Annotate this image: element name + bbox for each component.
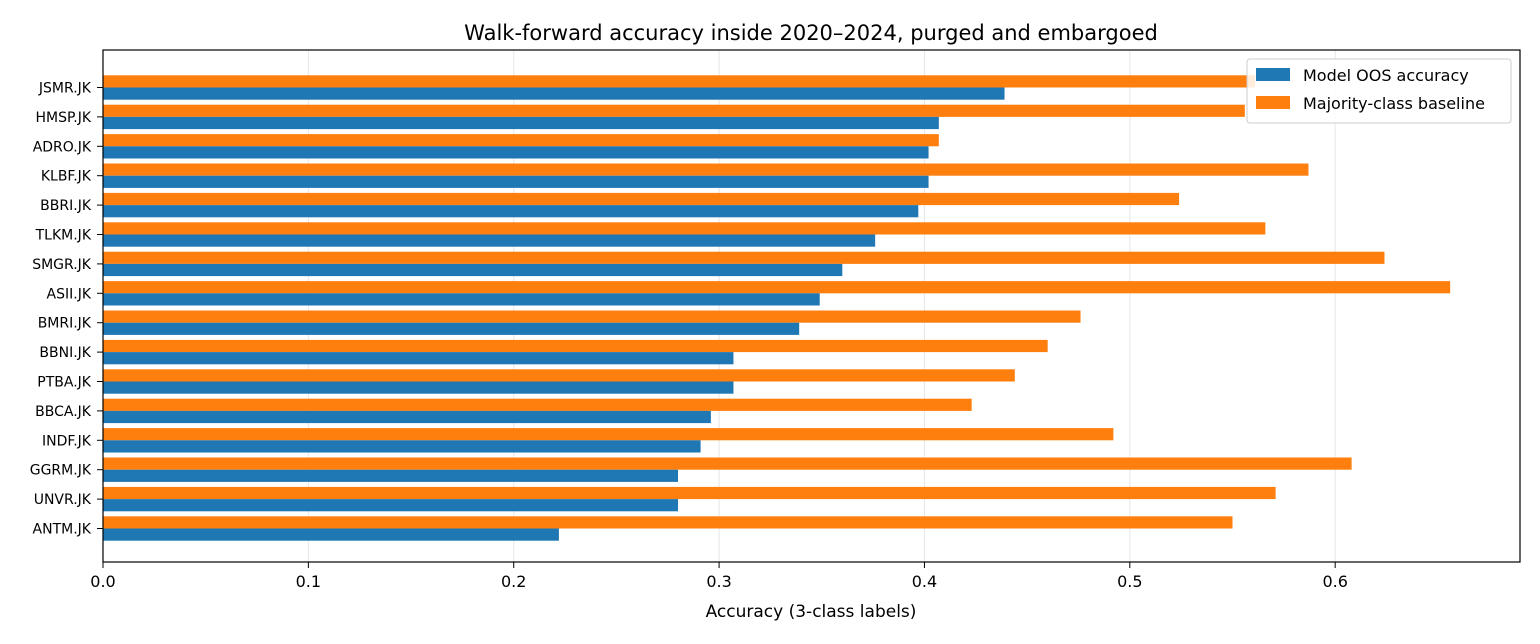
bar-model <box>103 234 876 247</box>
y-tick-label: TLKM.JK <box>35 228 92 244</box>
y-tick-label: PTBA.JK <box>37 375 92 391</box>
bar-baseline <box>103 104 1245 117</box>
y-tick-label: BBCA.JK <box>35 404 92 420</box>
bar-baseline <box>103 222 1266 235</box>
bar-baseline <box>103 369 1015 382</box>
bar-model <box>103 263 843 277</box>
bar-baseline <box>103 486 1276 500</box>
x-tick-label: 0.3 <box>706 572 731 591</box>
bar-baseline <box>103 281 1451 294</box>
legend-label-model: Model OOS accuracy <box>1303 66 1469 85</box>
bar-baseline <box>103 516 1233 529</box>
bar-model <box>103 381 734 394</box>
bar-model <box>103 205 919 218</box>
bar-model <box>103 352 734 365</box>
bar-baseline <box>103 428 1114 441</box>
y-tick-label: BBRI.JK <box>40 198 92 214</box>
bar-model <box>103 322 800 335</box>
y-tick-label: INDF.JK <box>42 433 92 449</box>
y-tick-label: BMRI.JK <box>38 316 92 332</box>
x-axis-ticks: 0.0 0.1 0.2 0.3 0.4 0.5 0.6 <box>90 562 1348 591</box>
x-tick-label: 0.6 <box>1322 572 1347 591</box>
bar-model <box>103 528 559 541</box>
y-tick-label: UNVR.JK <box>34 492 92 508</box>
y-tick-label: SMGR.JK <box>32 257 92 273</box>
y-tick-label: ANTM.JK <box>33 522 92 538</box>
y-tick-label: ADRO.JK <box>33 139 92 155</box>
bar-model <box>103 175 929 188</box>
bar-model <box>103 499 679 512</box>
y-axis-ticks: JSMR.JK HMSP.JK ADRO.JK KLBF.JK BBRI.JK TLKM.… <box>30 81 103 538</box>
y-tick-label: KLBF.JK <box>41 169 92 185</box>
bar-baseline <box>103 75 1256 88</box>
bar-baseline <box>103 163 1309 176</box>
bar-baseline <box>103 192 1180 206</box>
plot-frame <box>102 49 1521 563</box>
bar-baseline <box>103 251 1385 264</box>
bar-model <box>103 469 679 482</box>
x-tick-label: 0.1 <box>296 572 321 591</box>
bar-model <box>103 146 929 159</box>
legend-box <box>1246 58 1512 124</box>
bar-model <box>103 410 711 424</box>
x-tick-label: 0.2 <box>501 572 526 591</box>
bar-model <box>103 116 939 130</box>
y-tick-label: BBNI.JK <box>39 345 91 361</box>
chart-title: Walk-forward accuracy inside 2020–2024, … <box>464 21 1158 45</box>
x-tick-label: 0.5 <box>1117 572 1142 591</box>
bar-model <box>103 293 820 306</box>
bar-model <box>103 440 701 453</box>
x-tick-label: 0.4 <box>912 572 937 591</box>
bar-baseline <box>103 457 1352 470</box>
y-tick-label: ASII.JK <box>47 286 92 302</box>
bar-model <box>103 87 1005 100</box>
bar-baseline <box>103 134 939 147</box>
bar-baseline <box>103 339 1048 353</box>
legend-swatch-baseline <box>1256 96 1290 109</box>
legend-label-baseline: Majority-class baseline <box>1303 94 1485 113</box>
bar-baseline <box>103 398 972 411</box>
legend: Model OOS accuracy Majority-class baseli… <box>1246 58 1512 124</box>
x-axis-label: Accuracy (3-class labels) <box>706 602 917 622</box>
y-tick-label: JSMR.JK <box>38 81 92 97</box>
x-tick-label: 0.0 <box>90 572 115 591</box>
y-tick-label: HMSP.JK <box>35 110 91 126</box>
legend-swatch-model <box>1256 68 1290 81</box>
y-tick-label: GGRM.JK <box>30 463 92 479</box>
bar-baseline <box>103 310 1081 323</box>
bars <box>103 75 1451 541</box>
